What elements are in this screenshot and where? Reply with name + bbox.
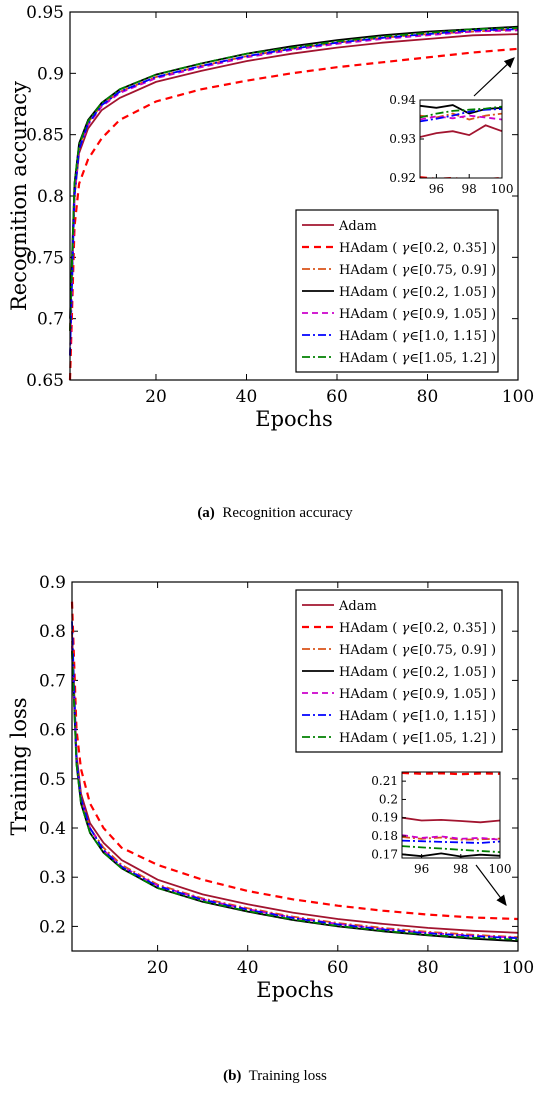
caption-b-label: (b) — [223, 1068, 242, 1084]
acc-legend-label-0: Adam — [338, 219, 377, 234]
loss-inset-ytick-label-0: 0.17 — [371, 847, 398, 861]
acc-inset-ytick-label-1: 0.93 — [389, 132, 416, 146]
loss-legend-label-6: HAdam ( γ∈[1.05, 1.2] ) — [339, 731, 496, 746]
acc-inset-series-2 — [420, 112, 502, 121]
loss-ytick-label-2: 0.4 — [39, 819, 66, 839]
acc-inset-series-5 — [420, 108, 502, 123]
loss-inset-box — [401, 771, 501, 859]
loss-inset-series-1 — [402, 772, 500, 776]
loss-inset-series-6 — [402, 845, 500, 853]
loss-inset-xtick-label-1: 98 — [453, 862, 468, 876]
loss-xtick-label-2: 60 — [327, 958, 349, 978]
acc-series-0 — [69, 33, 519, 331]
loss-xtick-label-0: 20 — [147, 958, 169, 978]
loss-legend-label-2: HAdam ( γ∈[0.75, 0.9] ) — [339, 643, 496, 658]
loss-inset-series-5 — [402, 839, 500, 844]
acc-inset-xtick-label-1: 98 — [462, 182, 477, 196]
acc-series-5 — [69, 28, 519, 356]
acc-ytick-label-5: 0.9 — [37, 64, 64, 84]
caption-a-text: Recognition accuracy — [222, 505, 353, 521]
acc-ylabel: Recognition accuracy — [7, 81, 31, 311]
loss-inset-ytick-label-4: 0.21 — [371, 774, 398, 788]
acc-series-6 — [69, 27, 519, 331]
loss-series-0 — [71, 631, 519, 934]
loss-ytick-label-5: 0.7 — [39, 671, 66, 691]
loss-ytick-label-3: 0.5 — [39, 770, 66, 790]
acc-legend-label-6: HAdam ( γ∈[1.05, 1.2] ) — [339, 351, 496, 366]
acc-legend-label-3: HAdam ( γ∈[0.2, 1.05] ) — [339, 285, 496, 300]
acc-legend-label-4: HAdam ( γ∈[0.9, 1.05] ) — [339, 307, 496, 322]
loss-series-1 — [70, 601, 519, 921]
acc-xlabel: Epochs — [255, 407, 332, 431]
loss-xtick-label-4: 100 — [502, 958, 534, 978]
acc-series-1 — [68, 47, 519, 381]
loss-xtick-label-1: 40 — [237, 958, 259, 978]
acc-inset-bg — [420, 100, 502, 178]
acc-xtick-label-3: 80 — [417, 387, 439, 407]
loss-legend-label-1: HAdam ( γ∈[0.2, 0.35] ) — [339, 621, 496, 636]
loss-ytick-label-6: 0.8 — [39, 622, 66, 642]
loss-ytick-label-4: 0.6 — [39, 721, 66, 741]
loss-inset-xtick-label-0: 96 — [414, 862, 429, 876]
loss-inset-series-2 — [402, 836, 500, 841]
loss-axes-box — [71, 581, 519, 952]
caption-b: (b) Training loss — [0, 1068, 550, 1085]
caption-a-label: (a) — [197, 505, 215, 521]
loss-series-5 — [71, 621, 519, 940]
loss-ylabel: Training loss — [7, 697, 31, 835]
loss-xtick-label-3: 80 — [417, 958, 439, 978]
loss-inset-series-4 — [402, 834, 500, 841]
loss-inset-series-0 — [402, 816, 500, 824]
acc-inset-lines — [420, 104, 502, 178]
acc-inset-series-4 — [420, 114, 502, 121]
acc-ytick-label-0: 0.65 — [26, 371, 64, 391]
acc-inset-xtick-label-2: 100 — [491, 182, 514, 196]
acc-inset-ytick-label-2: 0.94 — [389, 93, 416, 107]
loss-xlabel: Epochs — [256, 978, 333, 1002]
loss-inset-ytick-label-1: 0.18 — [371, 829, 398, 843]
caption-a: (a) Recognition accuracy — [0, 505, 550, 522]
loss-legend-label-3: HAdam ( γ∈[0.2, 1.05] ) — [339, 665, 496, 680]
acc-xtick-label-1: 40 — [236, 387, 258, 407]
loss-ytick-label-1: 0.3 — [39, 868, 66, 888]
acc-axes-box — [69, 11, 519, 381]
acc-ytick-label-2: 0.75 — [26, 248, 64, 268]
acc-inset-series-0 — [420, 124, 502, 138]
caption-b-text: Training loss — [248, 1068, 327, 1084]
acc-ytick-label-1: 0.7 — [37, 310, 64, 330]
loss-series-6 — [71, 650, 519, 941]
loss-zoom-arrow — [475, 864, 507, 906]
acc-ytick-label-3: 0.8 — [37, 187, 64, 207]
loss-ytick-label-7: 0.9 — [39, 573, 66, 593]
loss-inset-series-3 — [402, 852, 500, 858]
loss-inset-ytick-label-2: 0.19 — [371, 811, 398, 825]
loss-chart: 20 40 60 80 100 0.2 0.3 0.4 0.5 0.6 0.7 0.8 0.9 Epoch… — [7, 573, 534, 1002]
loss-inset-bg — [402, 772, 500, 858]
loss-inset-lines — [402, 772, 500, 858]
acc-legend-label-1: HAdam ( γ∈[0.2, 0.35] ) — [339, 241, 496, 256]
acc-xtick-label-2: 60 — [326, 387, 348, 407]
accuracy-chart: 20 40 60 80 100 0.65 0.7 0.75 0.8 0.85 0.9 0.95 Epoc… — [7, 3, 534, 431]
loss-inset-xtick-label-2: 100 — [489, 862, 512, 876]
acc-legend-label-5: HAdam ( γ∈[1.0, 1.15] ) — [339, 329, 496, 344]
acc-inset-xtick-label-0: 96 — [429, 182, 444, 196]
acc-zoom-arrow — [473, 57, 515, 97]
acc-xtick-label-4: 100 — [502, 387, 534, 407]
loss-inset-ytick-label-3: 0.2 — [379, 792, 398, 806]
acc-xtick-label-0: 20 — [145, 387, 167, 407]
acc-legend-label-2: HAdam ( γ∈[0.75, 0.9] ) — [339, 263, 496, 278]
loss-legend-label-4: HAdam ( γ∈[0.9, 1.05] ) — [339, 687, 496, 702]
loss-legend-label-5: HAdam ( γ∈[1.0, 1.15] ) — [339, 709, 496, 724]
loss-ytick-label-0: 0.2 — [39, 917, 66, 937]
acc-inset-ytick-label-0: 0.92 — [389, 171, 416, 185]
acc-ytick-label-4: 0.85 — [26, 126, 64, 146]
acc-ytick-label-6: 0.95 — [26, 3, 64, 23]
loss-legend-label-0: Adam — [338, 599, 377, 614]
acc-inset-series-6 — [420, 105, 502, 119]
